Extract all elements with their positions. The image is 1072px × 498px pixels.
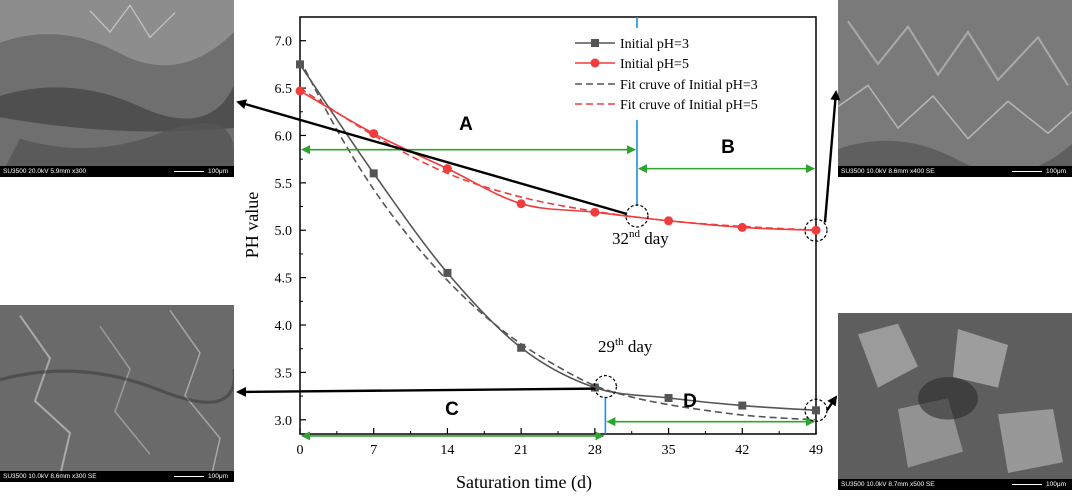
legend-label-ph5: Initial pH=5 [620,57,689,72]
sem-caption: SU3500 10.0kV 8.7mm x500 SE [841,481,935,488]
pointer-arrow-bottom-left [236,386,595,397]
region-label-d: D [683,391,697,412]
day49-ph5-circle [804,218,828,242]
region-label-c: C [445,399,459,420]
sem-image-bottom-left: SU3500 10.0kV 8.6mm x300 SE 100μm [0,305,234,482]
y-tick-label: 5.0 [275,224,293,239]
x-axis-label: Saturation time (d) [456,472,592,493]
sem-caption: SU3500 20.0kV 5.9mm x300 [3,168,87,175]
y-tick-label: 7.0 [275,35,293,50]
day-label-32: 32nd day [612,228,669,248]
legend: Initial pH=3 Initial pH=5 Fit cruve of I… [566,28,786,120]
x-tick-label: 21 [514,443,528,458]
day-label-29: 29th day [598,336,653,356]
sem-scale: 100μm [1011,168,1066,175]
y-tick-label: 3.0 [275,414,293,429]
sem-scale: 100μm [173,473,228,480]
legend-label-fit-ph3: Fit cruve of Initial pH=3 [620,78,758,93]
data-point-square [664,393,673,402]
y-axis-label: PH value [242,192,262,259]
data-point-circle [737,222,747,232]
fit-curve-line [299,59,817,421]
sem-scale: 100μm [173,168,228,175]
y-tick-label: 4.0 [275,319,293,334]
day32-circle [625,204,649,228]
data-point-circle [516,199,526,209]
x-tick-label: 0 [297,443,304,458]
sem-image-top-left: SU3500 20.0kV 5.9mm x300 100μm [0,0,234,177]
legend-marker-ph5 [590,58,600,68]
data-point-circle [295,86,305,96]
sem-texture [0,305,234,482]
x-tick-label: 35 [662,443,676,458]
y-tick-label: 6.5 [275,82,293,97]
sem-scale: 100μm [1011,481,1066,488]
region-label-b: B [721,137,735,158]
data-point-square [517,343,526,352]
data-point-circle [811,225,821,235]
legend-label-ph3: Initial pH=3 [620,37,689,52]
data-point-circle [664,216,674,226]
region-label-a: A [459,114,473,135]
data-point-square [738,401,747,410]
sem-image-bottom-right: SU3500 10.0kV 8.7mm x500 SE 100μm [838,313,1072,490]
day29-circle [593,375,617,399]
pointer-arrow-top-left [236,99,628,216]
data-point-square [590,383,599,392]
sem-image-top-right: SU3500 10.0kV 8.6mm x400 SE 100μm [838,0,1072,177]
legend-marker-ph3 [591,39,599,47]
data-point-circle [369,129,379,139]
sem-texture [0,0,234,177]
sem-texture [838,313,1072,490]
x-tick-label: 14 [440,443,454,458]
y-tick-label: 4.5 [275,272,293,287]
legend-label-fit-ph5: Fit cruve of Initial pH=5 [620,98,758,113]
data-point-square [812,406,820,415]
x-tick-label: 42 [735,443,749,458]
data-point-circle [590,207,600,217]
y-tick-label: 6.0 [275,129,293,144]
sem-caption: SU3500 10.0kV 8.6mm x300 SE [3,473,97,480]
data-point-square [369,169,378,178]
x-tick-label: 7 [370,443,377,458]
x-tick-label: 49 [809,443,823,458]
y-tick-label: 3.5 [275,366,293,381]
sem-caption: SU3500 10.0kV 8.6mm x400 SE [841,168,935,175]
pointer-arrow-bottom-right [826,395,838,411]
y-tick-label: 5.5 [275,177,293,192]
x-tick-label: 28 [588,443,602,458]
data-point-circle [442,164,452,174]
data-point-square [296,60,304,69]
data-point-square [443,268,452,277]
pointer-arrow-top-right [823,90,841,223]
